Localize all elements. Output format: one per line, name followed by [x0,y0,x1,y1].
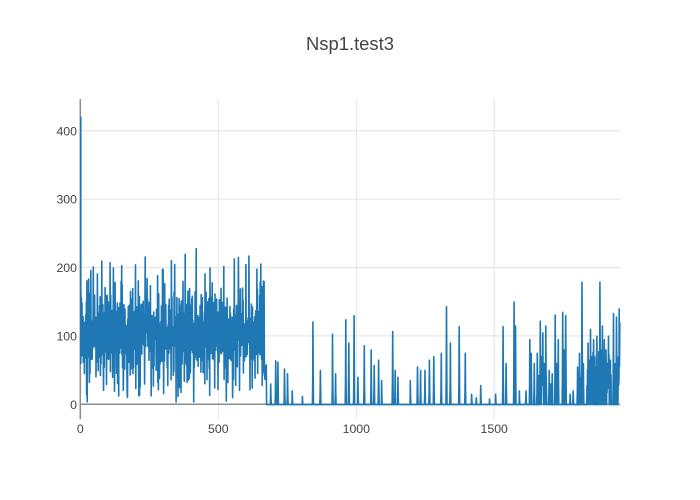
svg-text:300: 300 [56,193,77,207]
svg-text:500: 500 [208,422,229,436]
svg-text:0: 0 [77,422,84,436]
svg-text:1000: 1000 [343,422,371,436]
svg-text:200: 200 [56,261,77,275]
svg-text:1500: 1500 [481,422,509,436]
svg-text:100: 100 [56,329,77,343]
svg-text:400: 400 [56,124,77,138]
svg-text:0: 0 [70,398,77,412]
svg-text:Nsp1.test3: Nsp1.test3 [306,33,394,54]
